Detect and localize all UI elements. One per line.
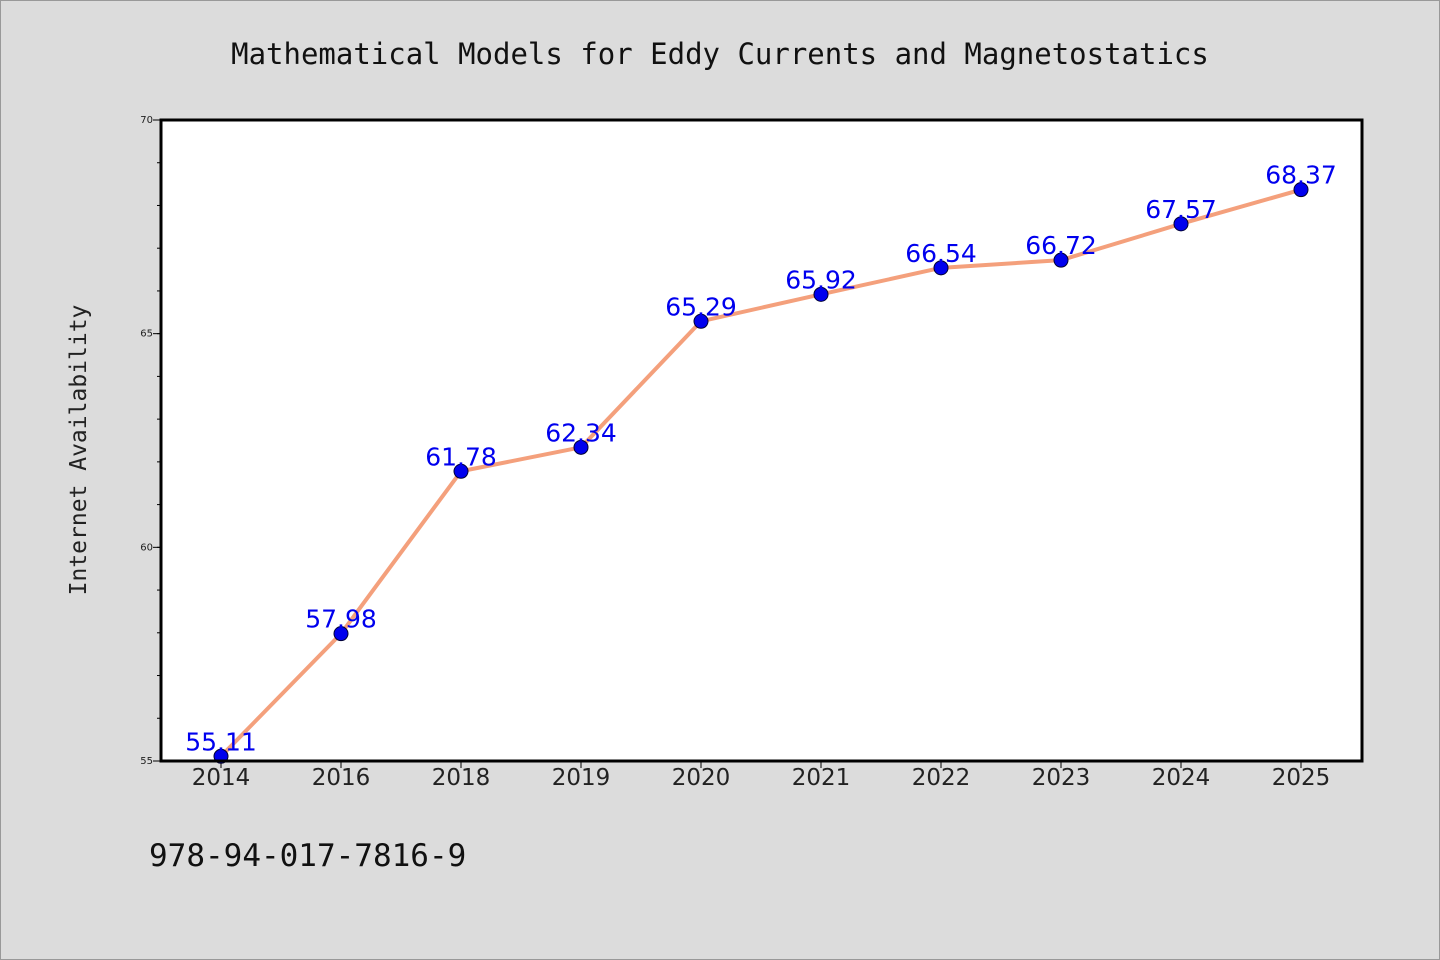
data-value-label: 65.92	[785, 265, 857, 294]
x-tick-label: 2023	[1032, 765, 1091, 791]
data-value-label: 67.57	[1145, 195, 1217, 224]
data-value-label: 65.29	[665, 292, 737, 321]
data-value-label: 61.78	[425, 442, 497, 471]
x-tick-label: 2014	[192, 765, 251, 791]
x-tick-label: 2025	[1272, 765, 1331, 791]
x-tick-label: 2016	[312, 765, 371, 791]
data-point	[933, 260, 949, 276]
data-value-label: 55.11	[185, 727, 257, 756]
data-value-label: 68.37	[1265, 161, 1337, 190]
axes-frame	[159, 118, 1364, 763]
x-tick-label: 2022	[912, 765, 971, 791]
data-value-label: 66.54	[905, 239, 977, 268]
isbn-annotation: 978-94-017-7816-9	[149, 838, 466, 874]
data-point	[1173, 216, 1189, 232]
y-axis-label: Internet Availability	[66, 305, 92, 596]
data-value-label: 66.72	[1025, 231, 1097, 260]
plot-area	[161, 120, 1362, 761]
x-tick-label: 2019	[552, 765, 611, 791]
x-tick-label: 2018	[432, 765, 491, 791]
data-point	[573, 439, 589, 455]
data-point	[1053, 252, 1069, 268]
data-point	[333, 626, 349, 642]
data-point	[1293, 182, 1309, 198]
y-tick-label: 60	[140, 542, 153, 553]
chart-title: Mathematical Models for Eddy Currents an…	[231, 37, 1209, 71]
y-axis-ticks: 55 60 65 70	[140, 115, 161, 767]
data-value-label: 62.34	[545, 418, 617, 447]
data-value-label: 57.98	[305, 605, 377, 634]
y-tick-label: 65	[140, 329, 153, 340]
data-point	[453, 463, 469, 479]
y-tick-label: 55	[140, 756, 153, 767]
data-point	[813, 286, 829, 302]
data-point	[693, 313, 709, 329]
series-line	[219, 187, 1303, 759]
x-tick-label: 2020	[672, 765, 731, 791]
x-axis-ticks: 2014 2016 2018 2019 2020 2021 2022 2023 2024 2025	[192, 761, 1331, 791]
y-tick-label: 70	[140, 115, 153, 126]
x-tick-label: 2024	[1152, 765, 1211, 791]
data-labels: 55.11 57.98 61.78 62.34 65.29 65.92 66.54 66.72…	[185, 161, 1337, 757]
x-tick-label: 2021	[792, 765, 851, 791]
data-markers	[213, 182, 1309, 764]
